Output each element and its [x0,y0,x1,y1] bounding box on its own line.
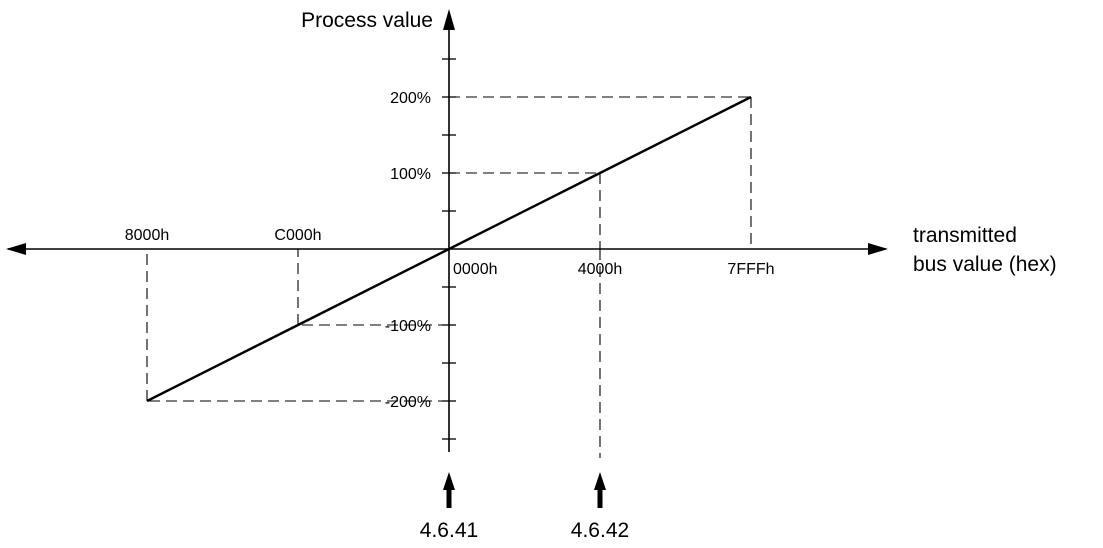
y-minor-ticks [442,58,456,440]
data-series [146,95,752,403]
y-tick-label: 200% [390,90,431,107]
marker-arrow-icon [594,472,606,508]
y-tick-labels: 200% 100% -100% -200% [385,90,456,411]
y-axis-title: Process value [301,9,433,32]
x-tick-label: 4000h [578,261,623,278]
parameter-markers: 4.6.41 4.6.42 [420,472,629,542]
y-tick-label: -100% [385,318,431,335]
reference-lines [146,96,752,458]
marker-label: 4.6.42 [571,519,629,542]
x-tick-label: 0000h [453,261,498,278]
series-line [146,95,752,403]
x-tick-label: 8000h [125,227,170,244]
x-axis-left-arrow-icon [6,243,26,255]
x-axis-title-line-1: transmitted [913,224,1017,247]
x-tick-labels: 8000h C000h 0000h 4000h 7FFFh [125,227,775,278]
x-tick-label: 7FFFh [727,261,774,278]
y-axis-up-arrow-icon [443,9,455,30]
marker-arrow-icon [443,472,455,508]
x-tick-label: C000h [274,227,321,244]
y-tick-label: -200% [385,394,431,411]
y-tick-label: 100% [390,166,431,183]
marker-label: 4.6.41 [420,519,478,542]
x-axis-right-arrow-icon [868,243,888,255]
x-axis-title-line-2: bus value (hex) [913,253,1057,276]
